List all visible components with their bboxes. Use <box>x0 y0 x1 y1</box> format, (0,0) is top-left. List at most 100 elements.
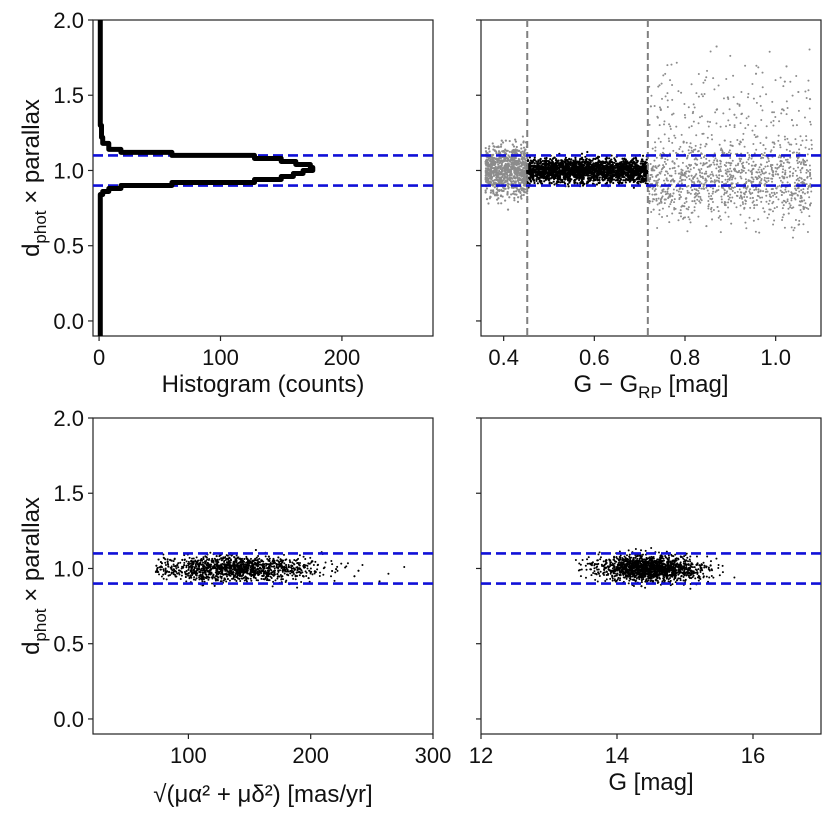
point-selected <box>615 162 618 165</box>
point-selected <box>586 150 589 154</box>
point-rejected <box>503 177 506 180</box>
point-selected <box>616 178 619 182</box>
point-selected <box>639 168 642 172</box>
point-rejected <box>799 171 802 174</box>
point-rejected <box>669 125 672 128</box>
point-selected <box>620 161 623 165</box>
point-selected <box>628 178 631 181</box>
point-selected <box>564 156 568 159</box>
point-rejected <box>661 207 664 210</box>
point-rejected <box>762 207 765 210</box>
point-rejected <box>698 192 701 195</box>
point-rejected <box>724 169 727 172</box>
point-rejected <box>651 169 654 172</box>
point-rejected <box>710 194 713 197</box>
point-rejected <box>781 219 784 222</box>
point-rejected <box>751 171 754 174</box>
point-rejected <box>777 173 780 176</box>
point-rejected <box>803 206 806 209</box>
point-selected <box>621 181 624 184</box>
point-rejected <box>671 113 674 116</box>
point-rejected <box>738 196 741 199</box>
point-rejected <box>519 191 522 195</box>
point-rejected <box>679 212 682 215</box>
point-selected <box>575 167 579 170</box>
point-selected <box>645 170 648 173</box>
point-rejected <box>745 227 748 230</box>
point-selected <box>569 178 572 181</box>
point-rejected <box>680 179 683 182</box>
point-rejected <box>757 195 760 198</box>
point-rejected <box>707 199 710 202</box>
point-rejected <box>666 172 669 175</box>
point-selected <box>613 161 616 164</box>
point-selected <box>630 174 633 177</box>
point-rejected <box>765 161 768 164</box>
point-rejected <box>513 199 516 202</box>
point-selected <box>573 182 576 185</box>
point-rejected <box>526 192 529 195</box>
point-selected <box>562 170 565 173</box>
point-rejected <box>663 160 666 163</box>
point-rejected <box>797 187 800 190</box>
point-rejected <box>702 156 705 159</box>
point-rejected <box>727 215 730 218</box>
point-rejected <box>792 229 795 232</box>
point-selected <box>536 163 539 166</box>
point-rejected <box>727 151 730 154</box>
point-rejected <box>513 162 516 165</box>
point-rejected <box>677 90 680 93</box>
point-rejected <box>685 207 688 210</box>
point-rejected <box>693 199 696 202</box>
point-selected <box>601 166 604 169</box>
point-rejected <box>497 189 500 192</box>
point-rejected <box>752 167 755 170</box>
point-rejected <box>508 155 511 159</box>
point-rejected <box>804 90 807 93</box>
point-rejected <box>515 145 518 149</box>
point-selected <box>611 174 614 177</box>
point-rejected <box>755 188 758 191</box>
point-selected <box>537 159 540 162</box>
point-rejected <box>717 180 720 183</box>
point-rejected <box>663 133 666 136</box>
point-selected <box>558 169 561 172</box>
point-rejected <box>766 165 769 168</box>
point-selected <box>563 181 566 184</box>
point-rejected <box>489 159 492 162</box>
point-rejected <box>492 192 495 195</box>
point-rejected <box>495 167 498 170</box>
point-rejected <box>771 111 774 114</box>
point-rejected <box>759 95 762 98</box>
point-rejected <box>717 166 720 169</box>
point-rejected <box>493 163 496 166</box>
point-rejected <box>489 176 492 179</box>
point-rejected <box>725 182 728 185</box>
point-rejected <box>758 171 761 174</box>
point-rejected <box>712 77 715 80</box>
point-selected <box>177 566 180 569</box>
point-rejected <box>716 176 719 179</box>
point-rejected <box>684 197 687 200</box>
point-rejected <box>798 179 801 182</box>
point-rejected <box>798 148 801 151</box>
point-selected <box>639 162 642 165</box>
point-rejected <box>804 160 807 163</box>
point-rejected <box>706 136 709 139</box>
point-rejected <box>783 156 786 159</box>
point-selected <box>534 164 538 168</box>
point-rejected <box>771 187 774 190</box>
point-rejected <box>661 97 664 100</box>
point-selected <box>562 168 565 171</box>
point-selected <box>624 160 627 163</box>
point-rejected <box>496 161 499 164</box>
point-rejected <box>739 175 742 178</box>
point-selected <box>616 167 619 170</box>
point-selected <box>574 156 577 159</box>
point-rejected <box>710 134 713 137</box>
point-rejected <box>715 108 718 111</box>
point-selected <box>563 160 566 163</box>
point-selected <box>546 159 550 163</box>
point-rejected <box>517 179 520 183</box>
point-selected <box>641 154 645 157</box>
